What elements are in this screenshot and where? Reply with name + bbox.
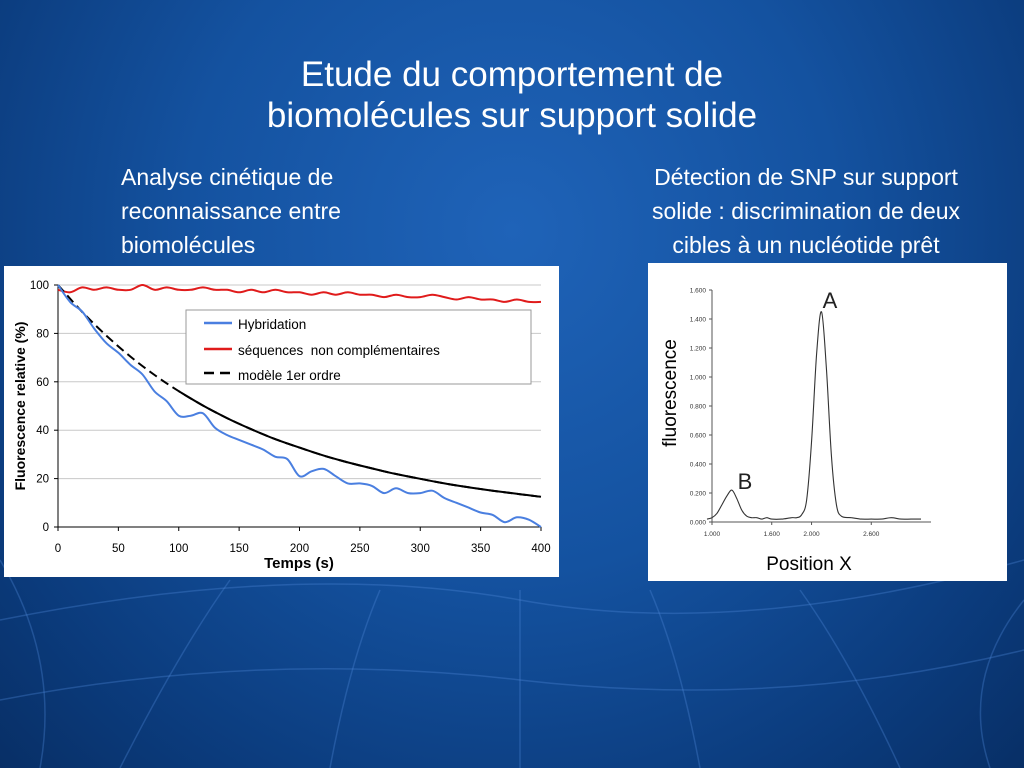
x-tick-label: 200 xyxy=(290,543,309,555)
y-tick-label: 80 xyxy=(36,328,49,340)
left-caption-line: biomolécules xyxy=(121,232,256,258)
y-tick-label: 0.400 xyxy=(690,462,707,469)
slide-title-line2: biomolécules sur support solide xyxy=(266,96,758,135)
x-tick-label: 2.000 xyxy=(803,531,820,538)
x-tick-label: 100 xyxy=(169,543,188,555)
series-line-hybridation xyxy=(57,284,542,528)
y-tick-label: 0.000 xyxy=(690,520,707,527)
snp-chart: 0.000 0.200 0.400 0.600 0.800 1.000 1.200 1.400… xyxy=(660,288,931,575)
series-line-modele-solid xyxy=(178,390,542,498)
y-tick-label: 60 xyxy=(36,377,49,389)
x-tick-label: 400 xyxy=(531,543,550,555)
x-axis-title: Position X xyxy=(766,554,852,575)
x-tick-label: 2.600 xyxy=(863,531,880,538)
x-tick-label: 50 xyxy=(112,543,125,555)
kinetics-chart: 0 20 40 60 80 100 0 50 100 150 200 250 300 350 400 Hyb… xyxy=(12,280,551,572)
legend-label-hybridation: Hybridation xyxy=(238,317,306,332)
y-tick-label: 1.000 xyxy=(690,375,707,382)
x-tick-label: 250 xyxy=(350,543,369,555)
right-caption-line: solide : discrimination de deux xyxy=(651,198,961,224)
series-line-non-complementaires xyxy=(57,283,542,304)
peak-label-a: A xyxy=(823,288,838,313)
x-tick-label: 0 xyxy=(55,543,61,555)
x-tick-label: 1.600 xyxy=(764,531,781,538)
y-axis-title: Fluorescence relative (%) xyxy=(12,322,28,491)
x-axis-title: Temps (s) xyxy=(264,555,334,572)
peak-label-b: B xyxy=(738,469,753,494)
y-tick-label: 0.800 xyxy=(690,404,707,411)
y-tick-label: 20 xyxy=(36,474,49,486)
series-line-fluorescence xyxy=(706,311,921,520)
kinetics-chart-panel: 0 20 40 60 80 100 0 50 100 150 200 250 300 350 400 Hyb… xyxy=(4,266,559,577)
legend-box xyxy=(185,309,532,385)
y-tick-label: 100 xyxy=(30,280,49,292)
y-tick-label: 0.600 xyxy=(690,433,707,440)
x-tick-label: 300 xyxy=(411,543,430,555)
legend-label-modele: modèle 1er ordre xyxy=(238,368,341,383)
y-axis-title: fluorescence xyxy=(660,339,681,447)
left-caption-line: reconnaissance entre xyxy=(121,198,341,224)
left-caption-line: Analyse cinétique de xyxy=(121,164,334,190)
legend-label-non-complementaires: séquences non complémentaires xyxy=(238,343,440,358)
right-caption-line: Détection de SNP sur support xyxy=(654,164,958,190)
y-tick-label: 0 xyxy=(43,522,49,534)
left-caption: Analyse cinétique de reconnaissance entr… xyxy=(121,160,421,262)
y-tick-label: 0.200 xyxy=(690,491,707,498)
slide-title-line1: Etude du comportement de xyxy=(300,55,724,94)
x-tick-label: 150 xyxy=(230,543,249,555)
right-caption-line: cibles à un nucléotide prêt xyxy=(672,232,940,258)
right-caption: Détection de SNP sur support solide : di… xyxy=(606,160,1006,262)
x-tick-label: 1.000 xyxy=(704,531,721,538)
y-tick-label: 1.600 xyxy=(690,288,707,295)
snp-chart-panel: 0.000 0.200 0.400 0.600 0.800 1.000 1.200 1.400… xyxy=(648,263,1007,581)
slide-title: Etude du comportement de biomolécules su… xyxy=(0,54,1024,136)
y-tick-label: 40 xyxy=(36,425,49,437)
y-tick-label: 1.200 xyxy=(690,346,707,353)
x-tick-label: 350 xyxy=(471,543,490,555)
y-tick-label: 1.400 xyxy=(690,317,707,324)
